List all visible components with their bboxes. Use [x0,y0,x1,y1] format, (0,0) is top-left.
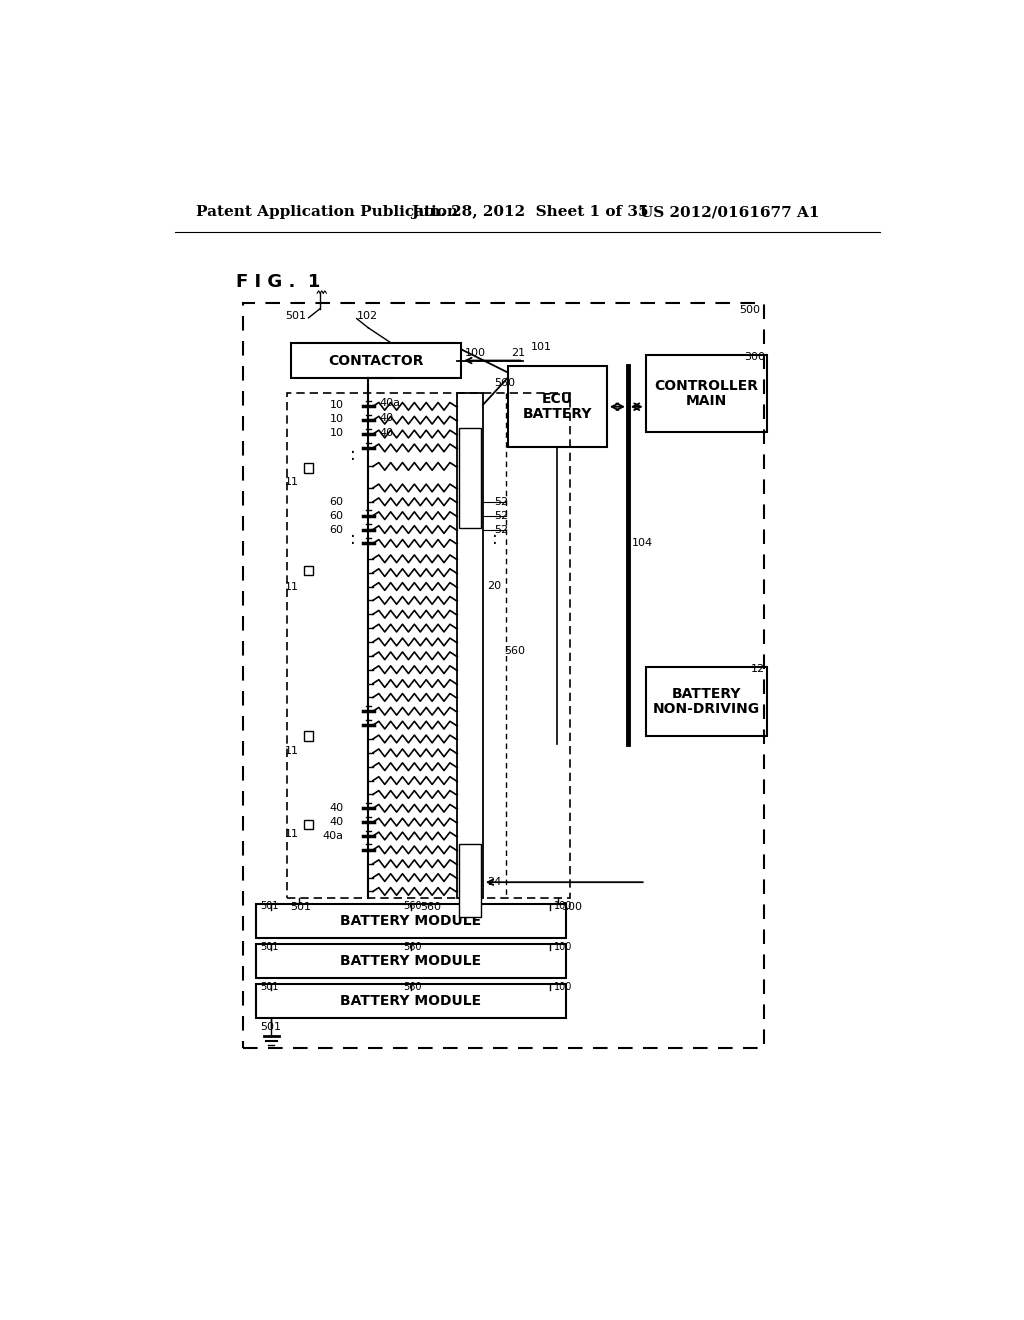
Text: 501: 501 [260,941,279,952]
Text: 60: 60 [330,496,343,507]
Text: BATTERY: BATTERY [522,408,592,421]
Bar [304,463,313,473]
Text: 100: 100 [465,348,486,358]
Text: NON-DRIVING: NON-DRIVING [653,702,760,715]
Text: 20: 20 [487,581,502,591]
Text: 40: 40 [330,804,343,813]
Text: F I G .  1: F I G . 1 [237,273,321,290]
Text: 40: 40 [380,413,394,422]
Text: 11: 11 [286,582,299,591]
Text: 501: 501 [260,1022,281,1032]
Text: 501: 501 [260,902,279,911]
Text: 12: 12 [751,664,765,675]
Bar [304,566,313,576]
Text: CONTACTOR: CONTACTOR [329,354,424,367]
Text: ECU: ECU [542,392,572,407]
Bar [291,343,461,378]
Text: 10: 10 [330,413,343,424]
Text: :: : [350,446,355,463]
Text: 21: 21 [512,348,525,358]
Bar [256,944,566,978]
Text: 40: 40 [330,817,343,828]
Text: Jun. 28, 2012  Sheet 1 of 35: Jun. 28, 2012 Sheet 1 of 35 [411,206,648,219]
Text: 100: 100 [562,902,583,912]
Text: CONTROLLER: CONTROLLER [654,379,759,392]
Text: 300: 300 [744,352,765,363]
Text: 100: 100 [554,902,572,911]
Bar [304,731,313,741]
Text: :: : [492,529,498,548]
Bar [304,820,313,829]
Text: BATTERY: BATTERY [672,686,741,701]
Text: 11: 11 [286,829,299,840]
Bar [256,983,566,1019]
Bar [459,428,481,528]
Bar [287,393,569,898]
Text: 501: 501 [286,312,306,321]
Text: 100: 100 [554,941,572,952]
Bar [256,904,566,939]
Text: 24: 24 [487,878,502,887]
Text: BATTERY MODULE: BATTERY MODULE [340,994,481,1008]
Text: 52: 52 [495,496,509,507]
Bar [458,393,483,898]
Bar [243,304,764,1048]
Text: :: : [350,529,355,548]
Bar [459,843,481,917]
Text: BATTERY MODULE: BATTERY MODULE [340,954,481,968]
Text: 11: 11 [286,746,299,756]
Text: 52: 52 [495,524,509,535]
Text: 560: 560 [403,902,422,911]
Text: 10: 10 [330,400,343,409]
Text: 560: 560 [403,982,422,991]
Text: 60: 60 [330,524,343,535]
Text: 500: 500 [739,305,761,314]
Text: 40a: 40a [380,399,400,408]
Text: 11: 11 [286,477,299,487]
Text: 102: 102 [356,312,378,321]
Text: 560: 560 [495,379,515,388]
Text: 40a: 40a [323,832,343,841]
Bar [508,367,607,447]
Text: Patent Application Publication: Patent Application Publication [197,206,458,219]
Text: 101: 101 [531,342,552,352]
Text: MAIN: MAIN [686,393,727,408]
Text: 104: 104 [632,539,653,548]
Bar [646,355,767,432]
Text: 560: 560 [403,941,422,952]
Text: 560: 560 [420,902,440,912]
Bar [646,667,767,737]
Text: 40: 40 [380,428,394,437]
Text: 560: 560 [505,647,525,656]
Text: 501: 501 [260,982,279,991]
Text: 501: 501 [290,902,311,912]
Text: 100: 100 [554,982,572,991]
Text: 52: 52 [495,511,509,520]
Text: 60: 60 [330,511,343,520]
Text: 10: 10 [330,428,343,437]
Text: US 2012/0161677 A1: US 2012/0161677 A1 [640,206,819,219]
Text: BATTERY MODULE: BATTERY MODULE [340,913,481,928]
